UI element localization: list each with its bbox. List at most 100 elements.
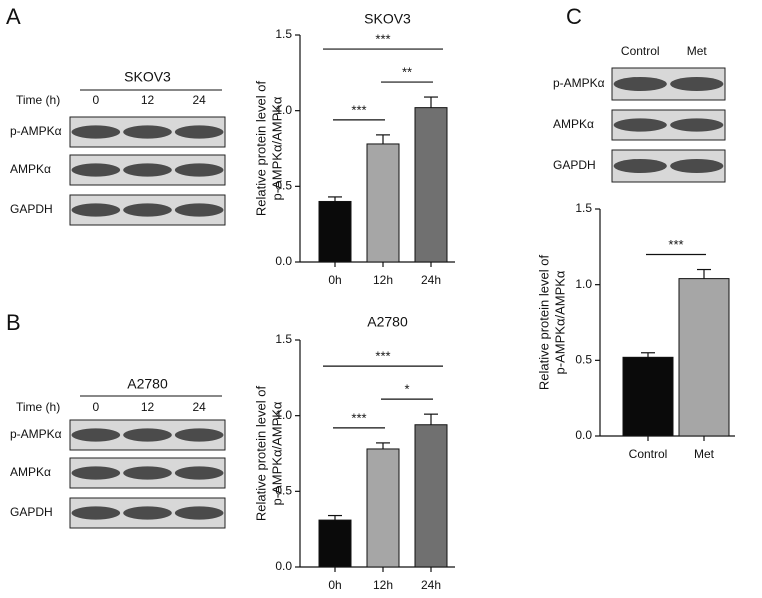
blot-header: A2780	[127, 376, 168, 392]
y-tick-label: 0.5	[275, 179, 292, 193]
band	[71, 125, 121, 139]
bar	[414, 424, 448, 568]
bar	[318, 519, 352, 568]
y-tick-label: 0.0	[575, 428, 592, 442]
band	[670, 76, 724, 92]
row-label: AMPKα	[10, 465, 51, 479]
bar	[678, 278, 730, 437]
x-tick-label: 0h	[328, 273, 341, 287]
lane-label: Control	[621, 44, 660, 58]
error-bar	[328, 514, 342, 521]
significance-label: ***	[375, 349, 390, 364]
band	[123, 163, 172, 177]
x-tick-label: Control	[629, 447, 668, 461]
significance-label: ***	[668, 237, 683, 252]
row-label: p-AMPKα	[10, 427, 62, 441]
significance-label: **	[402, 64, 412, 79]
error-bar	[424, 96, 438, 108]
bar	[366, 448, 400, 568]
bar	[414, 107, 448, 263]
row-label: GAPDH	[553, 158, 596, 172]
error-bar	[697, 268, 711, 279]
y-axis-label: Relative protein level of	[253, 386, 268, 522]
row-label: AMPKα	[10, 162, 51, 176]
row-label: p-AMPKα	[10, 124, 62, 138]
band	[613, 76, 667, 92]
chart-title: SKOV3	[364, 11, 411, 27]
error-bar	[376, 442, 390, 449]
lane-label: 24	[192, 93, 206, 107]
significance-label: ***	[351, 102, 366, 117]
y-axis-label: p-AMPKα/AMPKα	[552, 270, 567, 374]
x-tick-label: 24h	[421, 273, 441, 287]
y-axis-label: Relative protein level of	[536, 255, 551, 391]
significance-label: ***	[375, 31, 390, 46]
bar	[366, 143, 400, 263]
band	[123, 203, 172, 217]
band	[71, 506, 121, 520]
error-bar	[641, 352, 655, 358]
x-tick-label: 12h	[373, 273, 393, 287]
significance-label: ***	[351, 410, 366, 425]
lane-label: 0	[92, 400, 99, 414]
y-tick-label: 1.5	[275, 27, 292, 41]
band	[123, 125, 172, 139]
band	[71, 203, 121, 217]
y-axis-label: p-AMPKα/AMPKα	[269, 401, 284, 505]
error-bar	[328, 196, 342, 202]
time-label: Time (h)	[16, 93, 60, 107]
bar	[622, 356, 674, 437]
lane-label: Met	[687, 44, 708, 58]
chart-title: A2780	[367, 314, 408, 330]
band	[174, 466, 224, 480]
y-tick-label: 0.5	[575, 353, 592, 367]
y-tick-label: 1.5	[275, 332, 292, 346]
significance-label: *	[404, 382, 409, 397]
band	[71, 163, 121, 177]
blot-header: SKOV3	[124, 69, 171, 85]
panel-letter: B	[6, 310, 21, 335]
y-tick-label: 1.5	[575, 201, 592, 215]
row-label: p-AMPKα	[553, 76, 605, 90]
lane-label: 12	[141, 93, 155, 107]
y-axis-label: Relative protein level of	[253, 81, 268, 217]
y-tick-label: 1.0	[275, 408, 292, 422]
band	[71, 428, 121, 442]
band	[123, 466, 172, 480]
band	[613, 118, 667, 132]
band	[174, 506, 224, 520]
y-tick-label: 1.0	[575, 277, 592, 291]
band	[174, 203, 224, 217]
panel-letter: A	[6, 4, 21, 29]
band	[613, 158, 667, 174]
y-tick-label: 0.0	[275, 559, 292, 573]
lane-label: 12	[141, 400, 155, 414]
band	[174, 428, 224, 442]
band	[71, 466, 121, 480]
y-axis-label: p-AMPKα/AMPKα	[269, 96, 284, 200]
band	[123, 428, 172, 442]
time-label: Time (h)	[16, 400, 60, 414]
band	[670, 158, 724, 174]
row-label: GAPDH	[10, 505, 53, 519]
x-tick-label: 24h	[421, 578, 441, 592]
y-tick-label: 0.5	[275, 484, 292, 498]
error-bar	[424, 413, 438, 425]
panel-letter: C	[566, 4, 582, 29]
y-tick-label: 0.0	[275, 254, 292, 268]
band	[670, 118, 724, 132]
error-bar	[376, 134, 390, 144]
lane-label: 0	[92, 93, 99, 107]
row-label: GAPDH	[10, 202, 53, 216]
band	[174, 163, 224, 177]
band	[123, 506, 172, 520]
row-label: AMPKα	[553, 117, 594, 131]
y-tick-label: 1.0	[275, 103, 292, 117]
band	[174, 125, 224, 139]
x-tick-label: 12h	[373, 578, 393, 592]
lane-label: 24	[192, 400, 206, 414]
x-tick-label: Met	[694, 447, 715, 461]
bar	[318, 200, 352, 263]
x-tick-label: 0h	[328, 578, 341, 592]
